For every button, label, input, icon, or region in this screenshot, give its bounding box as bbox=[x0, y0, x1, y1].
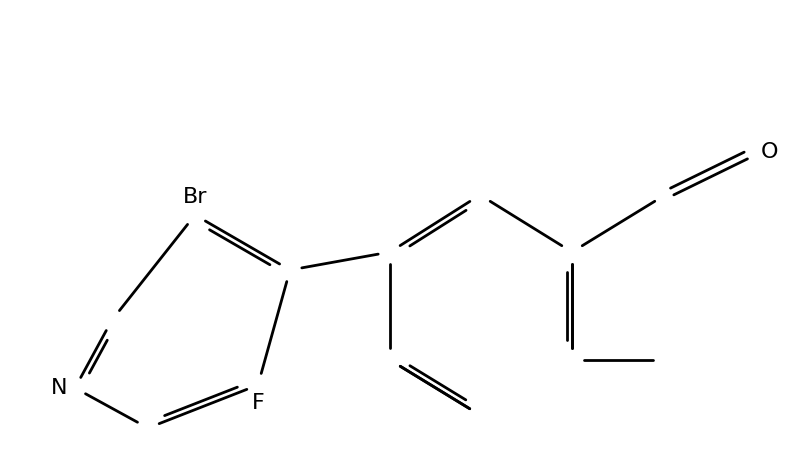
Text: F: F bbox=[252, 393, 265, 413]
Text: O: O bbox=[761, 142, 779, 162]
Text: Br: Br bbox=[183, 187, 207, 207]
Text: N: N bbox=[51, 378, 67, 398]
